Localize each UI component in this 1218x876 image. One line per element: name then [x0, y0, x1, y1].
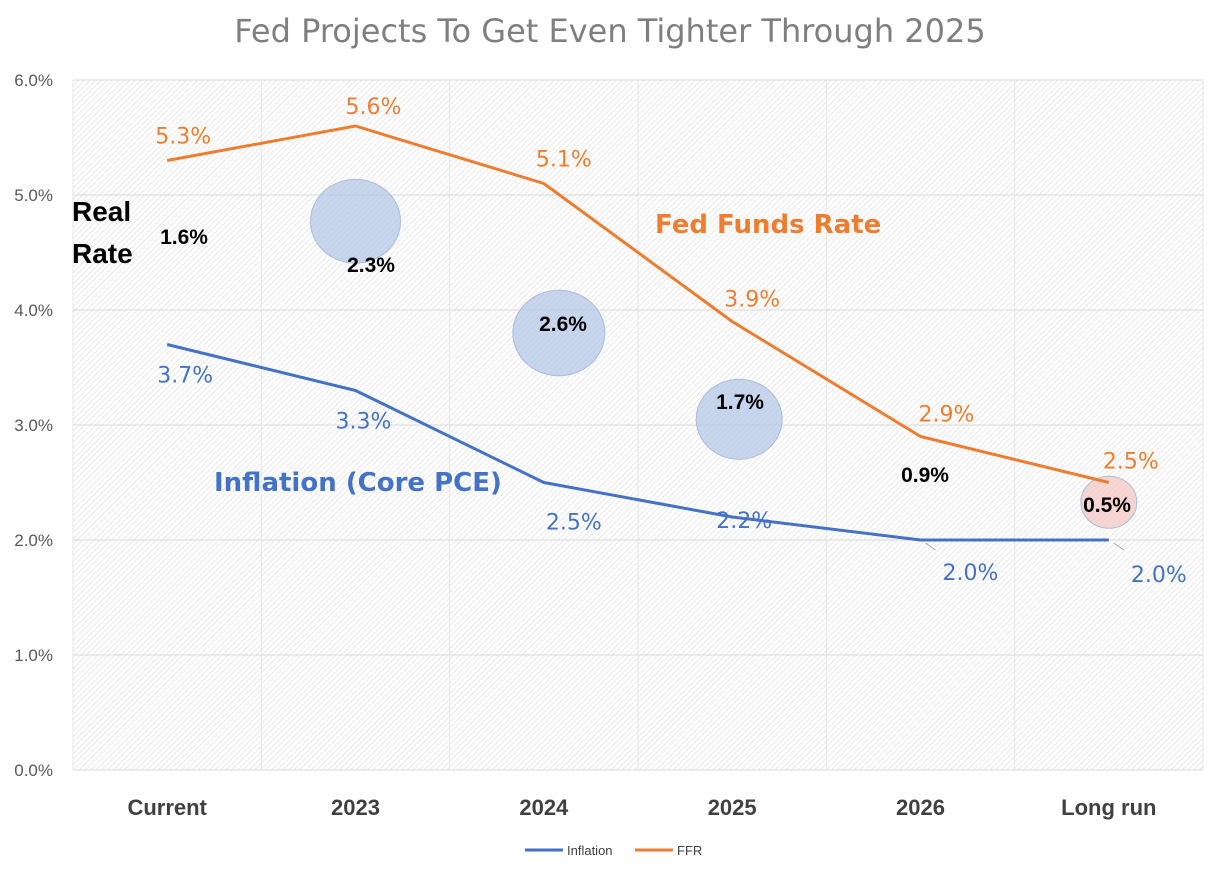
real-rate-value: 1.6%	[160, 226, 208, 249]
real-rate-value: 2.3%	[347, 254, 395, 277]
ffr-data-label: 3.9%	[724, 288, 780, 313]
y-tick-label: 5.0%	[14, 186, 53, 205]
y-axis-ticks: 0.0% 1.0% 2.0% 3.0% 4.0% 5.0% 6.0%	[14, 71, 53, 780]
ffr-data-label: 5.1%	[536, 148, 592, 173]
real-rate-value: 2.6%	[539, 313, 587, 336]
series-lines	[166, 124, 1110, 542]
real-rate-bubble	[512, 289, 606, 377]
x-axis-ticks: Current 2023 2024 2025 2026 Long run	[127, 795, 1156, 820]
y-tick-label: 6.0%	[14, 71, 53, 90]
real-rate-bubble	[1080, 475, 1138, 529]
legend: Inflation FFR	[525, 843, 702, 858]
data-label-leaders	[925, 542, 1125, 551]
real-rate-value: 1.7%	[716, 391, 764, 414]
real-rate-value: 0.5%	[1083, 494, 1131, 517]
inflation-data-label: 2.0%	[943, 561, 999, 586]
real-rate-label-line1: Real	[72, 196, 131, 227]
ffr-series-title: Fed Funds Rate	[655, 210, 881, 240]
inflation-data-label: 2.2%	[716, 509, 772, 534]
real-rate-values: 1.6% 2.3% 2.6% 1.7% 0.9% 0.5%	[160, 226, 1131, 517]
ffr-data-label: 2.5%	[1103, 450, 1159, 475]
real-rate-label-line2: Rate	[72, 238, 133, 269]
chart-title: Fed Projects To Get Even Tighter Through…	[234, 12, 985, 50]
x-tick-label: 2024	[519, 795, 569, 820]
real-rate-value: 0.9%	[901, 464, 949, 487]
ffr-data-label: 5.6%	[346, 95, 402, 120]
x-tick-label: Current	[127, 795, 207, 820]
ffr-data-label: 5.3%	[155, 125, 211, 150]
y-tick-label: 4.0%	[14, 301, 53, 320]
legend-ffr-label: FFR	[677, 843, 702, 858]
y-tick-label: 1.0%	[14, 646, 53, 665]
ffr-data-label: 2.9%	[919, 403, 975, 428]
leader-line	[925, 542, 936, 551]
real-rate-bubbles	[310, 178, 1138, 529]
data-labels: 5.3% 5.6% 5.1% 3.9% 2.9% 2.5% 3.7% 3.3% 2.5% 2.2%…	[155, 95, 1187, 588]
leader-line	[1113, 542, 1125, 551]
x-tick-label: 2025	[708, 795, 757, 820]
inflation-series-title: Inflation (Core PCE)	[214, 468, 502, 498]
inflation-data-label: 2.0%	[1131, 563, 1187, 588]
real-rate-bubble	[695, 378, 783, 460]
inflation-data-label: 3.3%	[336, 410, 392, 435]
x-tick-label: Long run	[1061, 795, 1156, 820]
ffr-series-line	[166, 124, 1110, 484]
x-tick-label: 2026	[896, 795, 945, 820]
y-tick-label: 2.0%	[14, 531, 53, 550]
inflation-data-label: 3.7%	[157, 364, 213, 389]
gridlines	[72, 79, 1204, 771]
inflation-series-line	[166, 343, 1109, 542]
y-tick-label: 0.0%	[14, 761, 53, 780]
legend-inflation-label: Inflation	[567, 843, 613, 858]
real-rate-bubble	[310, 178, 401, 264]
y-tick-label: 3.0%	[14, 416, 53, 435]
inflation-data-label: 2.5%	[546, 511, 602, 536]
x-tick-label: 2023	[331, 795, 380, 820]
